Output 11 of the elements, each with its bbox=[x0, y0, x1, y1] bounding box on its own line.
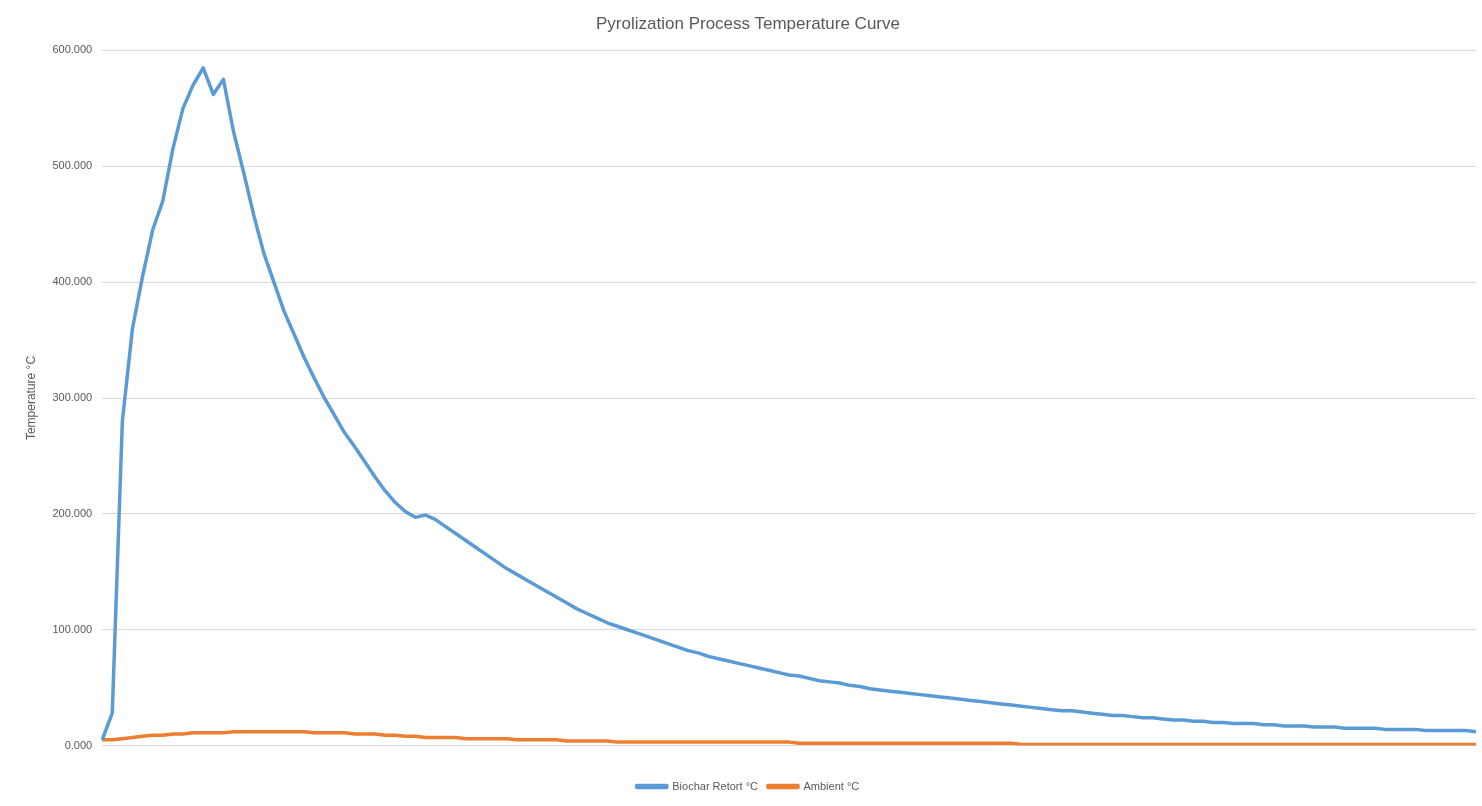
chart-title: Pyrolization Process Temperature Curve bbox=[596, 13, 900, 33]
y-tick-label: 300.000 bbox=[52, 391, 93, 404]
legend-label: Biochar Retort °C bbox=[672, 779, 759, 792]
y-tick-label: 600.000 bbox=[52, 43, 93, 56]
y-tick-label: 500.000 bbox=[52, 159, 93, 172]
legend-label: Ambient °C bbox=[803, 779, 860, 792]
y-tick-label: 100.000 bbox=[52, 622, 93, 635]
y-tick-label: 0.000 bbox=[64, 738, 93, 751]
y-tick-label: 200.000 bbox=[52, 506, 93, 519]
y-tick-label: 400.000 bbox=[52, 275, 93, 288]
y-axis-title: Temperature °C bbox=[23, 355, 38, 441]
